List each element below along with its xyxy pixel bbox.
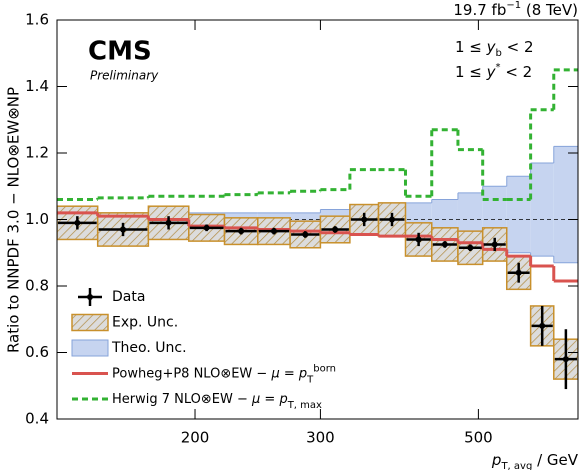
luminosity: 19.7 fb−1 (8 TeV) (453, 0, 578, 19)
y-tick-label: 1.2 (25, 144, 49, 162)
legend-symbol (87, 294, 93, 300)
legend-label: Data (112, 289, 145, 305)
data-point (270, 228, 277, 235)
legend-symbol (71, 339, 109, 357)
data-point (203, 224, 210, 231)
text-part: 19.7 fb (453, 1, 506, 19)
text-part: T, avg (500, 461, 532, 470)
text-part: y (486, 38, 497, 56)
text-part: < 2 (501, 63, 533, 81)
data-point (515, 269, 522, 276)
text-part: p (491, 451, 502, 469)
text-part: (8 TeV) (521, 1, 578, 19)
data-point (302, 231, 309, 238)
status: Preliminary (90, 69, 159, 83)
data-point (562, 356, 569, 363)
y-tick-label: 1.0 (25, 210, 49, 228)
experiment: CMS (88, 37, 152, 67)
text-part: born (313, 363, 336, 374)
data-point (441, 241, 448, 248)
data-point (361, 216, 368, 223)
data-point (389, 216, 396, 223)
y-tick-label: 0.8 (25, 277, 49, 295)
legend-label: Theo. Unc. (111, 340, 187, 356)
theory-band (506, 176, 531, 253)
text-part: −1 (506, 0, 521, 11)
text-part: y (486, 63, 497, 81)
x-tick-label: 200 (181, 429, 210, 447)
text-part: Powheg+P8 NLO⊗EW − (112, 366, 271, 381)
data-point (491, 241, 498, 248)
text-part: T, max (287, 400, 322, 411)
y-tick-label: 1.4 (25, 77, 49, 95)
rapidity-label: 1 ≤ yb < 2 (455, 38, 534, 59)
data-point (74, 219, 81, 226)
text-part: 1 ≤ (455, 63, 487, 81)
x-tick-label: 500 (464, 429, 493, 447)
data-point (539, 322, 546, 329)
legend-label: Exp. Unc. (112, 315, 178, 331)
text-part: μ = p (270, 366, 307, 381)
text-part: / GeV (532, 451, 578, 469)
data-point (165, 219, 172, 226)
data-point (467, 244, 474, 251)
legend-symbol (71, 313, 109, 332)
theory-band (530, 162, 554, 257)
rapidity-label: 1 ≤ y* < 2 (455, 62, 532, 81)
y-tick-label: 0.4 (25, 410, 49, 428)
legend-label: Powheg+P8 NLO⊗EW − μ = pTborn (112, 363, 336, 385)
x-tick-label: 300 (306, 429, 335, 447)
y-axis-label: Ratio to NNPDF 3.0 − NLO⊗EW⊗NP (5, 87, 23, 353)
text-part: Herwig 7 NLO⊗EW − (112, 392, 252, 407)
data-point (120, 226, 127, 233)
plot-area (57, 68, 578, 390)
data-point (238, 228, 245, 235)
legend-label: Herwig 7 NLO⊗EW − μ = pT, max (112, 392, 322, 411)
text-part: 1 ≤ (455, 38, 487, 56)
data-point (415, 236, 422, 243)
y-tick-label: 0.6 (25, 343, 49, 361)
text-part: b (496, 48, 502, 59)
text-part: * (496, 62, 501, 73)
y-tick-label: 1.6 (25, 11, 49, 29)
x-axis-label: pT, avg / GeV (491, 451, 579, 470)
text-part: < 2 (502, 38, 534, 56)
text-part: T (306, 374, 314, 385)
data-point (332, 226, 339, 233)
theory-band (553, 146, 578, 263)
text-part: μ = p (251, 392, 288, 407)
